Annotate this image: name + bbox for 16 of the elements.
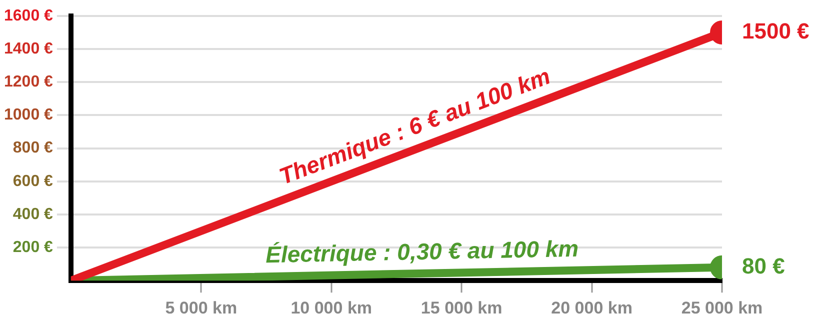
data-label: 1500 € — [742, 18, 810, 44]
y-tick-label: 1600 € — [4, 7, 54, 24]
y-tick-label: 400 € — [12, 206, 54, 223]
x-tick-label: 10 000 km — [290, 298, 372, 318]
x-tick-label: 25 000 km — [681, 298, 763, 318]
y-tick-label: 1400 € — [4, 40, 54, 58]
y-tick-label: 1200 € — [4, 74, 54, 91]
x-tick-label: 20 000 km — [551, 298, 632, 318]
y-tick-label: 600 € — [12, 172, 54, 190]
series-label: Électrique : 0,30 € au 100 km — [265, 235, 579, 268]
data-label: 80 € — [742, 253, 785, 278]
x-tick-label: 15 000 km — [420, 298, 502, 318]
x-tick-label: 5 000 km — [165, 298, 238, 318]
y-tick-label: 200 € — [12, 238, 54, 256]
y-tick-label: 1000 € — [4, 106, 54, 124]
y-tick-label: 800 € — [12, 140, 54, 157]
